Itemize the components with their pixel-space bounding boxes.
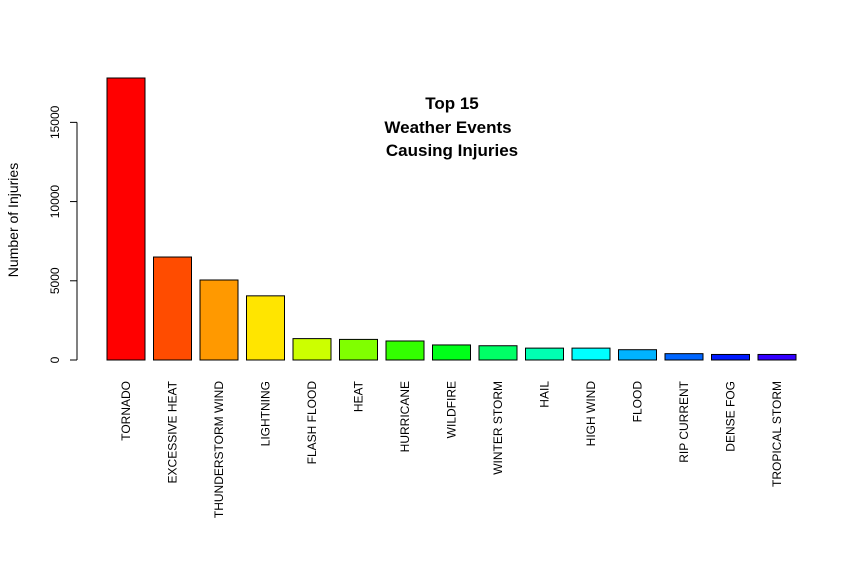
bar-heat [339, 338, 378, 361]
category-label: HURRICANE [398, 381, 412, 452]
bar-flash-flood [292, 338, 332, 361]
chart-title-line-2: Weather Events [384, 118, 511, 137]
bar-lightning [246, 295, 285, 361]
bar-dense-fog [711, 353, 750, 361]
y-axis: 0 5000 10000 15000 [48, 105, 78, 363]
bar-hail [525, 347, 564, 361]
category-label: RIP CURRENT [677, 380, 691, 462]
y-tick-label: 10000 [48, 185, 62, 219]
category-label: FLOOD [631, 381, 645, 423]
bar-tornado [106, 77, 146, 361]
category-label: WINTER STORM [491, 381, 505, 475]
category-label: DENSE FOG [724, 381, 738, 452]
category-label: HEAT [352, 380, 366, 412]
category-label: LIGHTNING [259, 381, 273, 446]
y-tick-label: 5000 [48, 267, 62, 294]
y-tick-label: 15000 [48, 105, 62, 139]
category-label: HAIL [538, 381, 552, 408]
bar-thunderstorm-wind [199, 279, 239, 361]
category-labels: TORNADO EXCESSIVE HEAT THUNDERSTORM WIND LI… [119, 380, 784, 518]
chart-title-line-3: Causing Injuries [386, 141, 518, 160]
bar-tropical-storm [757, 353, 797, 361]
bar-flood [618, 349, 657, 361]
chart-title-line-1: Top 15 [425, 94, 479, 113]
category-label: TROPICAL STORM [770, 381, 784, 487]
bar-high-wind [571, 347, 611, 361]
category-label: TORNADO [119, 381, 133, 441]
category-label: FLASH FLOOD [305, 381, 319, 465]
category-label: WILDFIRE [445, 381, 459, 438]
category-label: HIGH WIND [584, 381, 598, 447]
bar-wildfire [432, 344, 471, 361]
chart-title: Top 15 Weather Events Causing Injuries [384, 94, 518, 160]
bar-rip-current [664, 353, 704, 361]
category-label: EXCESSIVE HEAT [166, 380, 180, 483]
y-tick-label: 0 [48, 356, 62, 363]
bar-excessive-heat [153, 256, 192, 361]
bars-group [106, 77, 797, 361]
y-axis-label: Number of Injuries [5, 163, 21, 277]
bar-winter-storm [478, 345, 518, 361]
category-label: THUNDERSTORM WIND [212, 381, 226, 518]
bar-hurricane [385, 340, 425, 361]
